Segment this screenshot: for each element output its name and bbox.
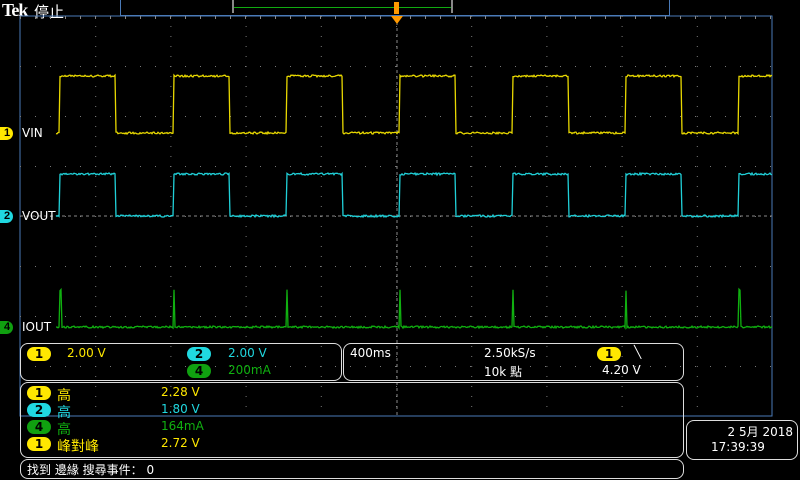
measurements-panel[interactable]: 1 高 2.28 V2 高 1.80 V4 高 164mA 1 峰對峰 2.72 …	[20, 382, 684, 458]
measurement-value: 1.80 V	[161, 402, 200, 416]
ch4-scale: 200mA	[228, 363, 271, 377]
measurement-value: 2.28 V	[161, 385, 200, 399]
measurement-source-badge: 1	[27, 437, 51, 451]
waveform-ch2	[56, 173, 772, 217]
waveform-ch1	[56, 75, 772, 134]
time: 17:39:39	[711, 440, 765, 454]
ch4-label: IOUT	[22, 320, 51, 334]
ch4-badge: 4	[187, 364, 211, 378]
horizontal-trigger-panel[interactable]: 400ms 2.50kS/s 10k 點 1 ╲ 4.20 V	[343, 343, 684, 381]
date: 2 5月 2018	[728, 423, 793, 440]
trigger-time-marker	[391, 16, 403, 24]
record-length: 10k 點	[484, 363, 522, 380]
ch2-scale: 2.00 V	[228, 346, 267, 360]
vertical-settings-panel[interactable]: 1 2.00 V 2 2.00 V 4 200mA	[20, 343, 342, 381]
ch1-scale: 2.00 V	[67, 346, 106, 360]
measurement-value: 164mA	[161, 419, 204, 433]
measurement-value: 2.72 V	[161, 436, 200, 450]
measurement-name: 峰對峰	[57, 436, 99, 456]
trigger-source-badge: 1	[597, 347, 621, 361]
ch2-label: VOUT	[22, 209, 56, 223]
ch1-label: VIN	[22, 126, 43, 140]
timebase: 400ms	[350, 346, 391, 360]
trigger-level: 4.20 V	[602, 363, 641, 377]
waveform-ch4	[56, 289, 772, 328]
search-status: 找到 邊緣 搜尋事件： 0	[27, 461, 154, 478]
status-bar: 找到 邊緣 搜尋事件： 0	[20, 459, 684, 479]
ch1-badge: 1	[27, 347, 51, 361]
ch2-badge: 2	[187, 347, 211, 361]
measurement-source-badge: 2	[27, 403, 51, 417]
sample-rate: 2.50kS/s	[484, 346, 536, 360]
measurement-source-badge: 1	[27, 386, 51, 400]
datetime-panel: 2 5月 2018 17:39:39	[686, 420, 798, 460]
measurement-source-badge: 4	[27, 420, 51, 434]
falling-edge-icon: ╲	[634, 345, 641, 359]
